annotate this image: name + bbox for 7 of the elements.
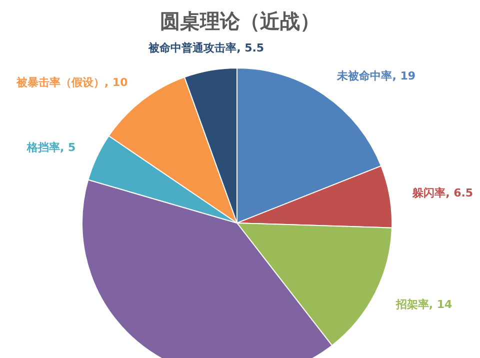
slice-label: 躲闪率, 6.5 [412,186,474,200]
slice-label: 招架率, 14 [394,298,452,311]
slice-label: 被暴击率（假设）, 10 [15,76,128,90]
chart-title: 圆桌理论（近战） [160,10,320,33]
slice-label: 未被命中率, 19 [336,70,416,83]
slice-label: 被命中普通攻击率, 5.5 [148,41,264,54]
slice-label: 格挡率, 5 [26,141,76,154]
